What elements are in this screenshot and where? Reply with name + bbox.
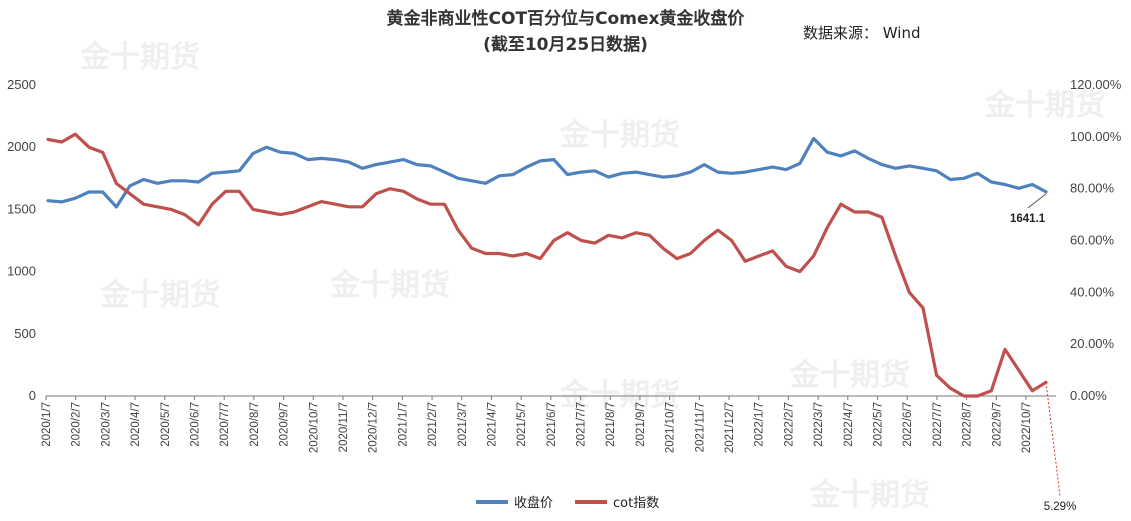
x-tick-label: 2020/8/7 (249, 402, 261, 447)
x-tick-label: 2020/11/7 (338, 402, 350, 452)
x-tick-label: 2022/10/7 (1021, 402, 1033, 453)
x-tick-label: 2020/3/7 (100, 402, 112, 447)
x-tick-label: 2021/11/7 (694, 402, 706, 452)
y-right-tick-label: 60.00% (1070, 233, 1115, 248)
series-line-cot (46, 132, 1048, 398)
x-tick-label: 2020/4/7 (130, 402, 142, 447)
callout-line-close (1027, 193, 1047, 209)
x-tick-label: 2022/1/7 (754, 402, 766, 447)
y-right-tick-label: 80.00% (1070, 181, 1115, 196)
legend-label-close: 收盘价 (514, 496, 554, 511)
data-source-label: 数据来源： Wind (803, 24, 921, 42)
x-tick-label: 2021/3/7 (457, 402, 469, 447)
series-line-close (46, 136, 1048, 209)
x-tick-label: 2020/2/7 (71, 402, 83, 447)
x-tick-label: 2021/10/7 (665, 402, 677, 453)
watermark: 金十期货 (100, 278, 220, 313)
legend-item-cot: cot指数 (575, 492, 659, 511)
chart-title-line2: (截至10月25日数据) (483, 35, 648, 55)
x-tick-label: 2021/5/7 (516, 402, 528, 447)
y-left-tick-label: 1000 (7, 264, 36, 279)
watermark: 金十期货 (790, 358, 910, 393)
y-right-tick-label: 40.00% (1070, 284, 1115, 299)
y-right-tick-label: 20.00% (1070, 336, 1115, 351)
y-left-tick-label: 0 (29, 388, 36, 403)
x-tick-label: 2020/9/7 (279, 402, 291, 447)
x-tick-label: 2020/7/7 (219, 402, 231, 447)
y-left-tick-label: 1500 (7, 201, 36, 216)
y-right-tick-label: 120.00% (1070, 77, 1122, 92)
y-left-tick-label: 500 (14, 326, 36, 341)
watermark: 金十期货 (810, 478, 930, 513)
x-tick-label: 2022/6/7 (902, 402, 914, 447)
x-tick-label: 2021/12/7 (724, 402, 736, 453)
watermark: 金十期货 (985, 88, 1105, 123)
x-tick-label: 2022/7/7 (932, 402, 944, 447)
x-tick-label: 2020/12/7 (368, 402, 380, 453)
watermark: 金十期货 (80, 40, 200, 75)
y-right-tick-label: 100.00% (1070, 129, 1122, 144)
legend-item-close: 收盘价 (476, 492, 553, 511)
x-tick-label: 2021/4/7 (486, 402, 498, 447)
x-tick-label: 2021/6/7 (546, 402, 558, 447)
watermark: 金十期货 (330, 268, 450, 303)
chart-legend: 收盘价 cot指数 (476, 492, 659, 511)
watermark: 金十期货 (560, 118, 680, 153)
y-right-tick-label: 0.00% (1070, 388, 1107, 403)
x-tick-label: 2022/5/7 (873, 402, 885, 447)
x-tick-label: 2022/9/7 (991, 402, 1003, 447)
x-tick-label: 2021/8/7 (605, 402, 617, 447)
x-tick-label: 2022/3/7 (813, 402, 825, 447)
annotation-last-close: 1641.1 (1010, 213, 1046, 225)
x-tick-label: 2020/10/7 (308, 402, 320, 453)
chart-title-line1: 黄金非商业性COT百分位与Comex黄金收盘价 (386, 9, 745, 29)
x-tick-label: 2021/9/7 (635, 402, 647, 447)
x-tick-label: 2022/4/7 (843, 402, 855, 447)
y-left-tick-label: 2500 (7, 77, 36, 92)
x-tick-label: 2020/1/7 (41, 402, 53, 447)
x-tick-label: 2021/2/7 (427, 402, 439, 447)
annotation-last-cot: 5.29% (1044, 501, 1077, 513)
x-tick-label: 2021/1/7 (397, 402, 409, 447)
callout-line-cot (1045, 382, 1061, 497)
x-tick-label: 2021/7/7 (576, 402, 588, 447)
x-tick-label: 2020/5/7 (160, 402, 172, 447)
legend-swatch-cot (575, 499, 608, 504)
x-tick-label: 2022/8/7 (962, 402, 974, 447)
x-tick-label: 2020/6/7 (189, 402, 201, 447)
legend-label-cot: cot指数 (613, 496, 660, 511)
legend-swatch-close (476, 499, 508, 504)
y-left-tick-label: 2000 (7, 139, 36, 154)
x-tick-label: 2022/2/7 (783, 402, 795, 447)
